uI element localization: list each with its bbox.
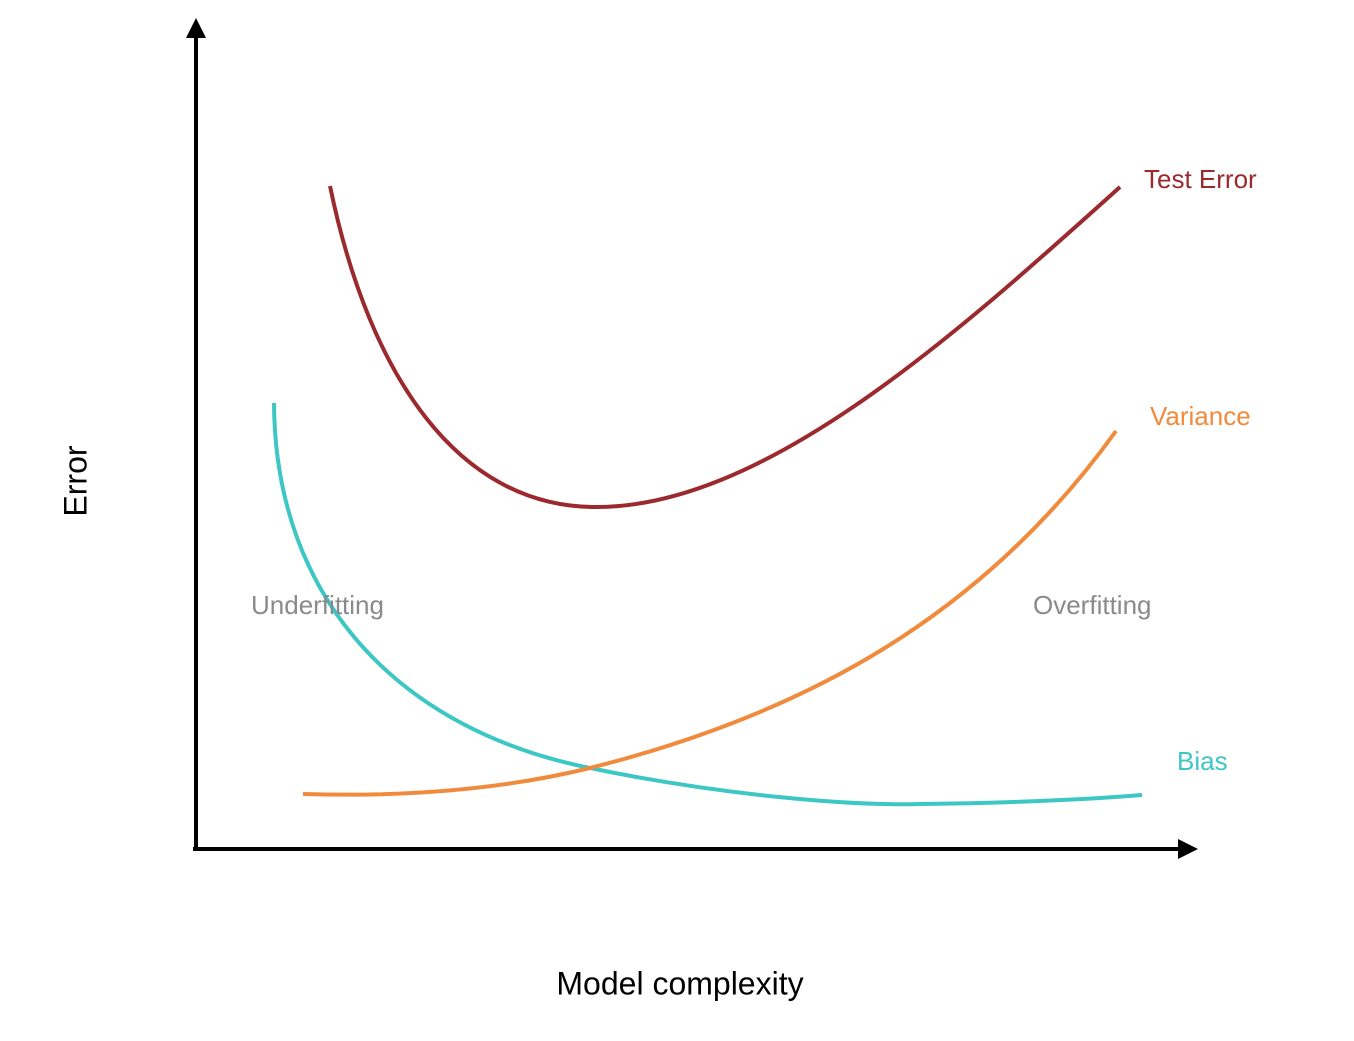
y-axis-label: Error	[57, 445, 93, 516]
curve-label: Bias	[1177, 746, 1228, 776]
test-error-curve	[328, 185, 1122, 510]
region-label: Overfitting	[1033, 590, 1152, 620]
x-axis-arrow	[1178, 839, 1198, 859]
bias-curve	[272, 402, 1143, 807]
variance-curve	[302, 429, 1118, 797]
y-axis-arrow	[186, 18, 206, 38]
region-label: Underfitting	[251, 590, 384, 620]
curve-label: Test Error	[1144, 164, 1257, 194]
curve-label: Variance	[1150, 401, 1251, 431]
x-axis-label: Model complexity	[556, 965, 803, 1001]
